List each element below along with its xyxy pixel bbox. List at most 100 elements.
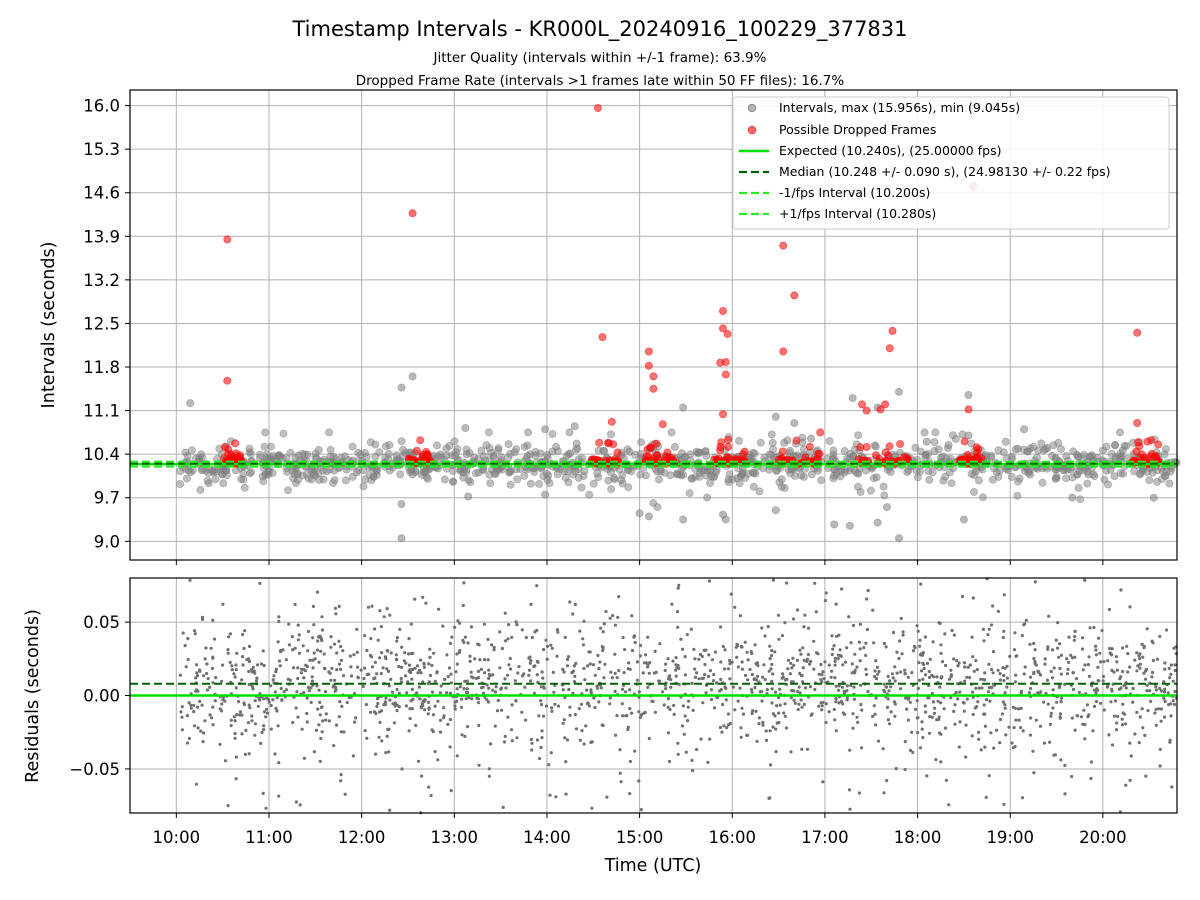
- residual-point-1011: [297, 633, 301, 637]
- residual-point-1817: [849, 641, 853, 645]
- residual-point-280: [1120, 723, 1125, 727]
- residual-point-1687: [315, 684, 319, 688]
- residual-point-1161: [363, 666, 367, 670]
- residual-point-1747: [211, 705, 215, 709]
- residual-point-1135: [1079, 715, 1083, 719]
- interval-point-563: [903, 468, 912, 477]
- residual-point-1840: [541, 685, 546, 689]
- interval-point-344: [564, 478, 573, 487]
- residual-point-262: [976, 700, 980, 704]
- interval-point-696: [610, 473, 619, 482]
- dropped-point-276: [1132, 447, 1141, 456]
- residual-point-1524: [761, 723, 765, 727]
- residual-point-1674: [380, 651, 384, 655]
- residual-point-1120: [755, 661, 760, 665]
- residual-point-1648: [448, 718, 452, 722]
- residual-point-656: [482, 622, 486, 626]
- residual-point-541: [753, 643, 757, 647]
- interval-point-901: [799, 472, 808, 481]
- bottom-xtick-label-5: 15:00: [616, 828, 664, 847]
- interval-point-1012: [1116, 449, 1125, 458]
- interval-point-1090: [553, 463, 562, 472]
- residual-point-1472: [296, 623, 300, 627]
- residual-point-118: [189, 703, 193, 707]
- residual-point-1581: [428, 655, 432, 660]
- residual-point-1404: [1119, 686, 1123, 690]
- interval-point-847: [392, 451, 401, 460]
- residual-point-334: [703, 662, 707, 667]
- residual-point-1848: [247, 669, 251, 674]
- residual-point-435: [186, 657, 190, 662]
- residual-point-141: [918, 638, 922, 642]
- top-reference-lines: [130, 460, 1177, 468]
- interval-point-1103: [397, 499, 406, 508]
- residual-point-934: [538, 756, 542, 761]
- residual-point-201: [193, 629, 197, 633]
- top-ytick-label-4: 11.8: [83, 358, 120, 377]
- residual-point-1019: [871, 714, 875, 719]
- residual-point-714: [800, 747, 804, 751]
- residual-point-483: [395, 709, 399, 713]
- interval-point-1084: [880, 491, 889, 500]
- residual-point-1842: [1096, 679, 1100, 683]
- residual-point-186: [865, 597, 869, 601]
- residual-point-1517: [423, 698, 427, 702]
- residual-point-823: [860, 708, 864, 712]
- residual-point-1578: [823, 660, 827, 664]
- residual-point-166: [740, 667, 745, 671]
- residual-point-1577: [248, 706, 252, 710]
- residual-point-1495: [413, 597, 417, 601]
- residual-point-1240: [943, 726, 948, 730]
- residual-point-1169: [996, 668, 1000, 672]
- residual-point-1757: [1073, 655, 1077, 659]
- residual-point-612: [699, 737, 703, 741]
- residual-point-81: [791, 680, 795, 684]
- residual-point-711: [891, 676, 895, 680]
- residual-point-1044: [337, 662, 342, 666]
- residual-point-1314: [1073, 728, 1077, 732]
- residual-point-1069: [1144, 774, 1148, 778]
- residual-point-615: [1169, 702, 1173, 706]
- residual-point-1825: [919, 582, 923, 586]
- residual-point-333: [970, 635, 974, 639]
- residual-point-831: [1158, 686, 1162, 691]
- residual-point-357: [422, 665, 426, 670]
- residual-point-655: [1056, 646, 1060, 650]
- residual-point-560: [1164, 628, 1169, 632]
- residual-point-415: [253, 699, 257, 703]
- residual-point-1631: [361, 684, 365, 689]
- interval-point-1121: [845, 521, 854, 530]
- residual-point-476: [1173, 668, 1177, 673]
- residual-point-1835: [1063, 763, 1067, 768]
- residual-point-870: [409, 652, 413, 656]
- residual-point-34: [820, 708, 824, 712]
- residual-point-958: [1019, 691, 1023, 695]
- top-ytick-label-6: 13.2: [83, 271, 120, 290]
- interval-point-1062: [692, 447, 701, 456]
- residual-point-1248: [1121, 646, 1125, 650]
- residual-point-377: [465, 691, 470, 695]
- residual-point-1628: [771, 712, 776, 716]
- residual-point-274: [998, 678, 1003, 682]
- residual-point-27: [769, 667, 773, 671]
- residual-point-551: [193, 632, 197, 636]
- residual-point-690: [1070, 716, 1074, 720]
- residual-point-1017: [305, 720, 309, 724]
- interval-point-1043: [504, 453, 513, 462]
- residual-point-808: [506, 673, 510, 677]
- residual-point-302: [949, 696, 953, 700]
- residual-point-1098: [701, 701, 705, 705]
- residual-point-121: [1003, 703, 1007, 707]
- residual-point-396: [1092, 625, 1096, 630]
- residual-point-569: [1119, 588, 1123, 592]
- interval-point-461: [988, 475, 997, 484]
- residual-point-230: [718, 725, 723, 730]
- residual-point-1886: [247, 752, 251, 756]
- residual-point-1390: [669, 685, 673, 689]
- residual-point-173: [332, 744, 336, 748]
- residual-point-1006: [573, 602, 577, 607]
- residual-point-1807: [386, 727, 390, 732]
- residual-point-1356: [657, 679, 661, 683]
- residual-point-129: [568, 600, 572, 604]
- residual-point-1878: [769, 763, 773, 767]
